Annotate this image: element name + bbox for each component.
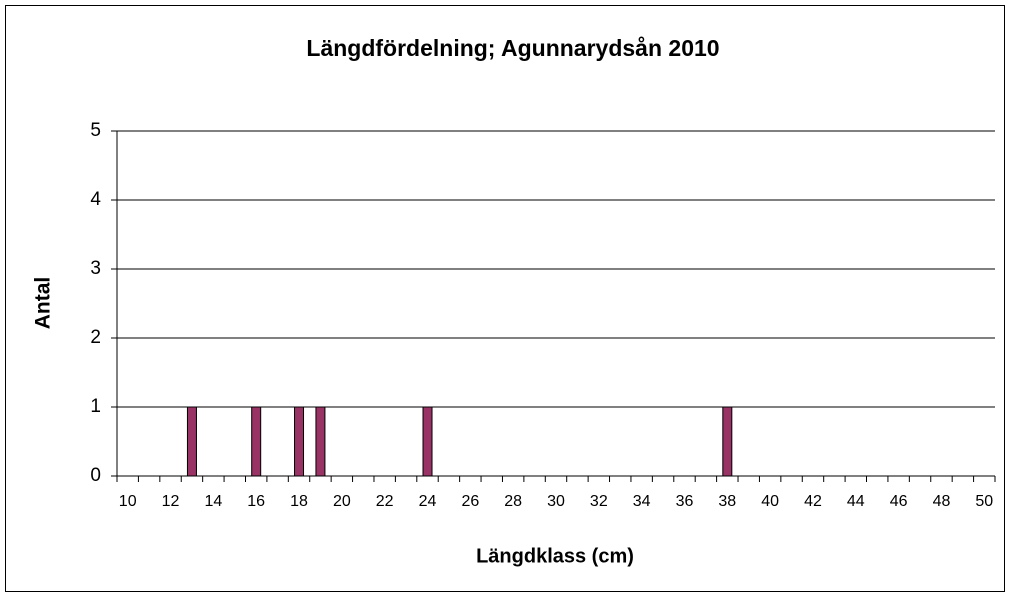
x-tick-label: 34	[633, 493, 651, 510]
bar	[186, 406, 197, 477]
x-tick-label: 48	[933, 493, 951, 510]
y-tick-label: 0	[90, 465, 101, 486]
y-tick-label: 1	[90, 396, 101, 417]
y-axis-label: Antal	[32, 277, 55, 330]
bar	[251, 406, 262, 477]
chart-frame	[5, 5, 1005, 592]
x-tick-label: 24	[419, 493, 437, 510]
y-tick-label: 4	[90, 189, 101, 210]
x-tick-label: 30	[547, 493, 565, 510]
x-tick-label: 10	[119, 493, 137, 510]
x-tick-label: 28	[504, 493, 522, 510]
x-tick-label: 42	[804, 493, 822, 510]
bar	[722, 406, 733, 477]
x-tick-label: 22	[376, 493, 394, 510]
bar	[422, 406, 433, 477]
bar	[315, 406, 326, 477]
x-tick-label: 44	[847, 493, 865, 510]
x-tick-label: 40	[761, 493, 779, 510]
x-tick-label: 32	[590, 493, 608, 510]
x-tick-label: 16	[247, 493, 265, 510]
x-tick-label: 20	[333, 493, 351, 510]
x-tick-label: 50	[975, 493, 993, 510]
x-tick-label: 26	[461, 493, 479, 510]
chart-title: Längdfördelning; Agunnarydsån 2010	[306, 35, 719, 61]
x-tick-label: 14	[204, 493, 222, 510]
x-tick-label: 46	[890, 493, 908, 510]
x-axis-label: Längdklass (cm)	[476, 545, 634, 567]
y-tick-label: 3	[90, 258, 101, 279]
x-tick-label: 12	[162, 493, 180, 510]
x-tick-label: 38	[718, 493, 736, 510]
x-tick-label: 36	[676, 493, 694, 510]
bar	[294, 406, 305, 477]
y-tick-label: 2	[90, 327, 101, 348]
y-tick-label: 5	[90, 120, 101, 141]
x-tick-label: 18	[290, 493, 308, 510]
